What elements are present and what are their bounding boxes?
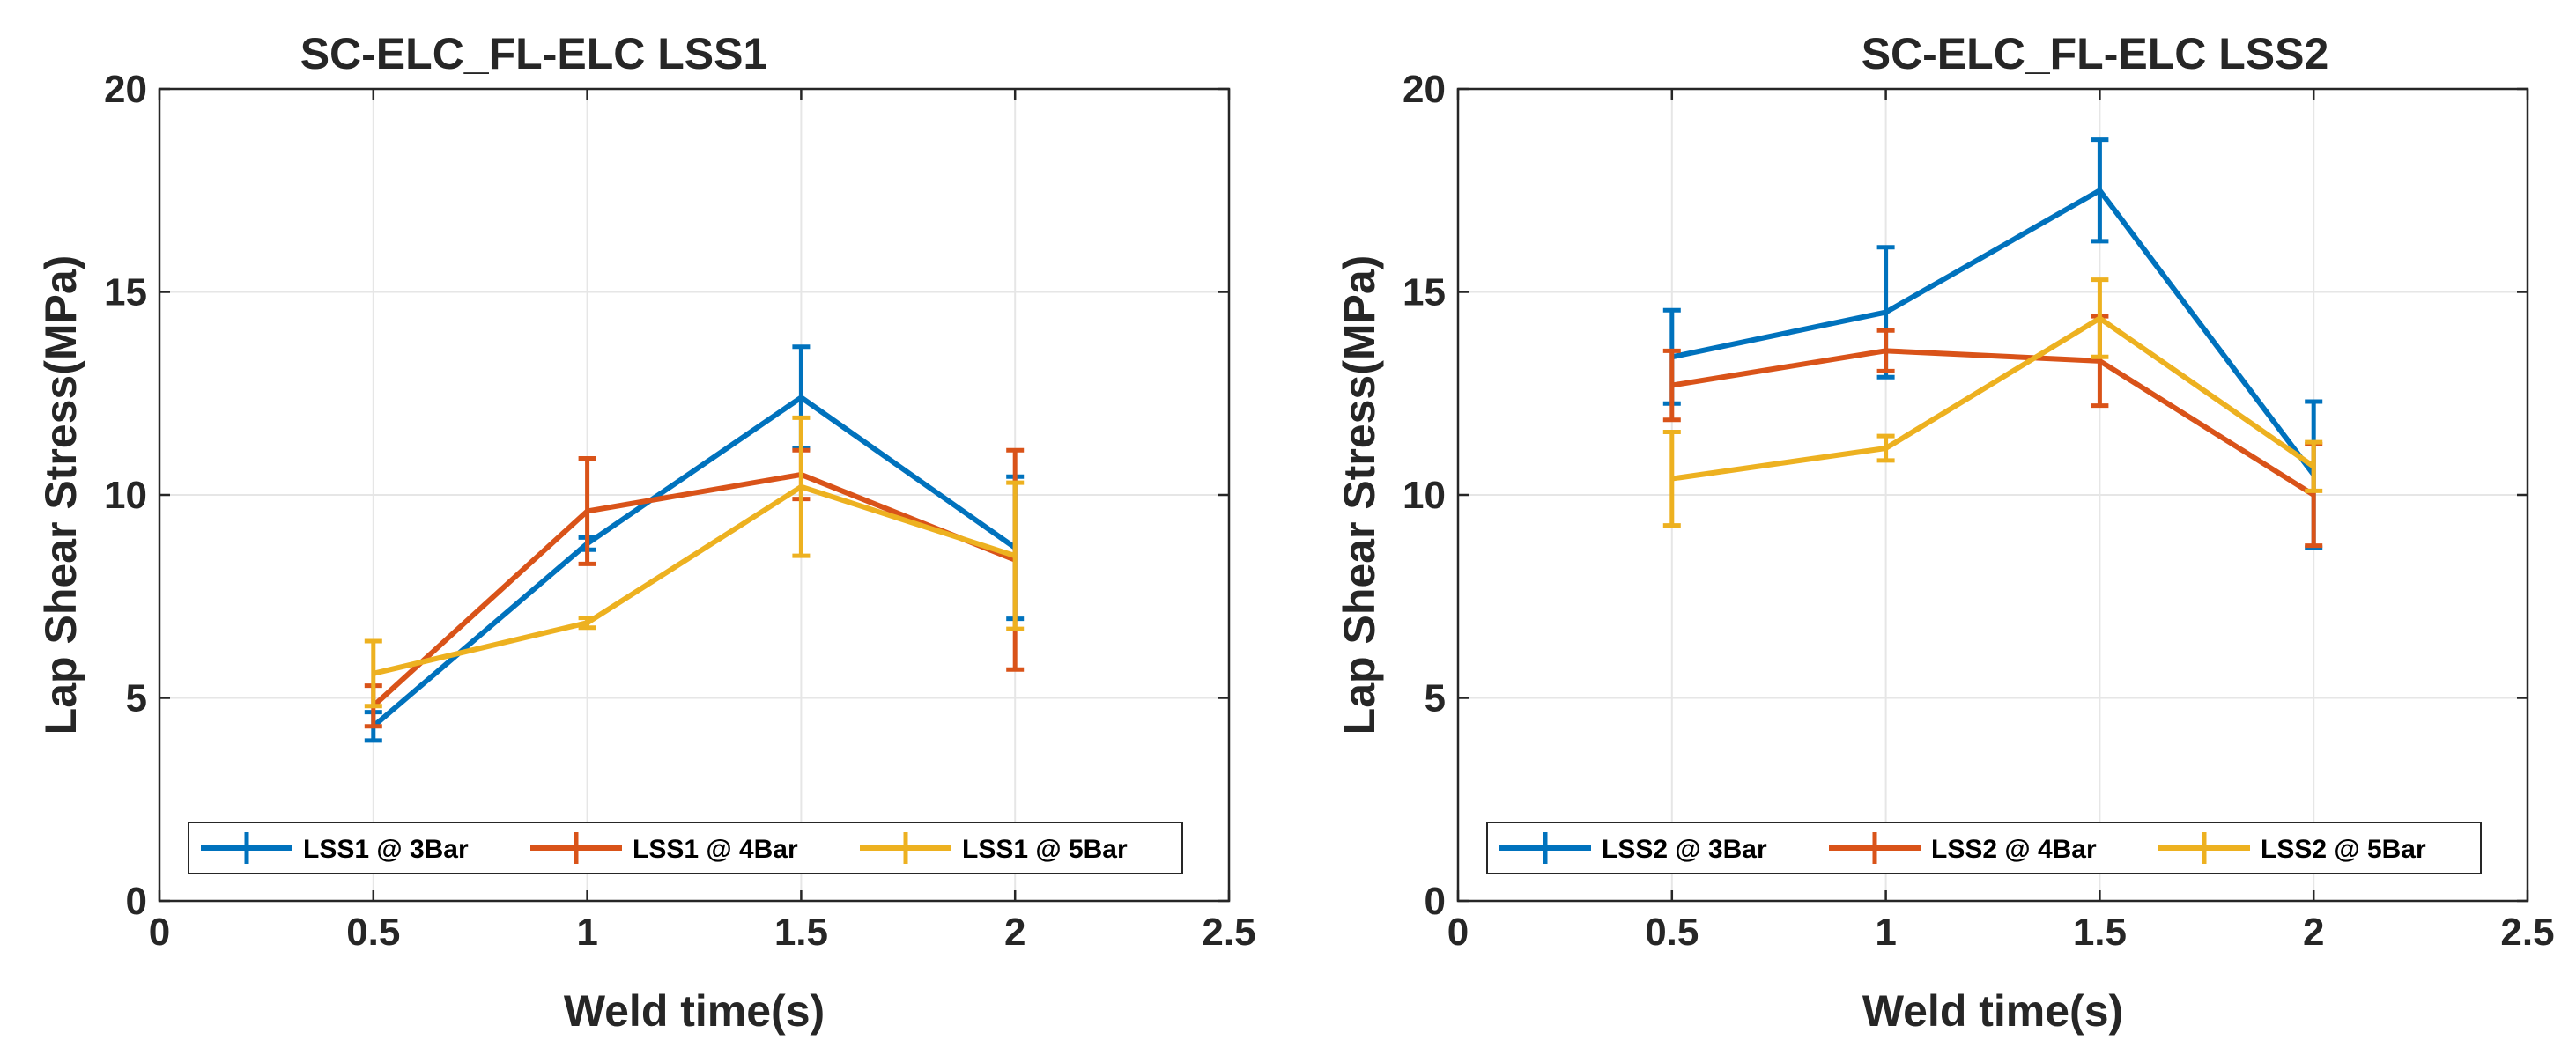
legend-label-4bar: LSS1 @ 4Bar: [633, 835, 798, 864]
grid-group: [1458, 89, 2528, 901]
x-tick-label: 2.5: [2500, 911, 2554, 954]
series-line: [1671, 348, 2315, 498]
x-tick-label: 0.5: [346, 911, 400, 954]
series-3bar: [1662, 137, 2323, 550]
series-line: [371, 471, 1017, 708]
legend-entry-3bar: LSS1 @ 3Bar: [201, 832, 469, 864]
y-tick-labels: 0 5 10 15 20: [104, 68, 147, 923]
x-tick-label: 0: [149, 911, 170, 954]
x-axis-label: Weld time(s): [564, 986, 825, 1036]
y-tick-label: 20: [1403, 68, 1446, 111]
series-4bar: [364, 447, 1025, 729]
legend-entry-4bar: LSS2 @ 4Bar: [1829, 832, 2097, 864]
y-tick-label: 0: [1425, 880, 1446, 923]
chart-title: SC-ELC_FL-ELC LSS1: [300, 29, 768, 78]
x-tick-label: 1: [1875, 911, 1896, 954]
y-tick-label: 10: [1403, 474, 1446, 517]
chart-title: SC-ELC_FL-ELC LSS2: [1862, 29, 2329, 78]
y-tick-label: 10: [104, 474, 147, 517]
y-tick-labels: 0 5 10 15 20: [1403, 68, 1446, 923]
x-tick-labels: 0 0.5 1 1.5 2 2.5: [1447, 911, 2555, 954]
legend-label-3bar: LSS1 @ 3Bar: [303, 835, 469, 864]
legend-box: [188, 822, 1183, 874]
y-tick-label: 0: [126, 880, 147, 923]
series-3bar: [364, 344, 1025, 743]
ticks-group: [158, 87, 1231, 903]
chart-panel-lss1: SC-ELC_FL-ELC LSS1 0 0.5 1 1.5 2 2.5 0 5…: [36, 29, 1256, 1036]
x-axis-label: Weld time(s): [1862, 986, 2123, 1036]
series-line: [371, 395, 1017, 729]
y-tick-label: 15: [104, 271, 147, 314]
legend-entry-5bar: LSS2 @ 5Bar: [2158, 832, 2426, 864]
x-tick-label: 2: [1004, 911, 1025, 954]
legend-label-5bar: LSS2 @ 5Bar: [2261, 835, 2426, 864]
legend-entry-4bar: LSS1 @ 4Bar: [530, 832, 798, 864]
legend-label-3bar: LSS2 @ 3Bar: [1602, 835, 1767, 864]
legend: LSS2 @ 3Bar LSS2 @ 4Bar LSS2 @ 5Bar: [1486, 822, 2482, 874]
legend-label-4bar: LSS2 @ 4Bar: [1931, 835, 2097, 864]
x-tick-label: 0.5: [1645, 911, 1699, 954]
series-group: [1662, 137, 2323, 550]
x-tick-label: 1.5: [774, 911, 828, 954]
series-5bar: [1662, 277, 2323, 528]
x-tick-label: 1.5: [2073, 911, 2127, 954]
series-line: [1671, 315, 2315, 482]
y-tick-label: 15: [1403, 271, 1446, 314]
legend-box: [1486, 822, 2482, 874]
legend-label-5bar: LSS1 @ 5Bar: [962, 835, 1128, 864]
series-5bar: [364, 415, 1025, 709]
legend: LSS1 @ 3Bar LSS1 @ 4Bar LSS1 @ 5Bar: [188, 822, 1183, 874]
series-line: [373, 483, 1017, 676]
legend-entry-5bar: LSS1 @ 5Bar: [860, 832, 1128, 864]
y-tick-label: 20: [104, 68, 147, 111]
chart-panel-lss2: SC-ELC_FL-ELC LSS2 0 0.5 1 1.5 2 2.5 0 5…: [1335, 29, 2555, 1036]
x-tick-labels: 0 0.5 1 1.5 2 2.5: [149, 911, 1256, 954]
ticks-group: [1456, 87, 2529, 903]
x-tick-label: 0: [1447, 911, 1469, 954]
series-line: [1671, 188, 2316, 476]
legend-entry-3bar: LSS2 @ 3Bar: [1499, 832, 1767, 864]
x-tick-label: 1: [576, 911, 597, 954]
x-tick-label: 2: [2303, 911, 2324, 954]
y-axis-label: Lap Shear Stress(MPa): [1335, 255, 1384, 735]
series-group: [364, 344, 1025, 743]
y-axis-label: Lap Shear Stress(MPa): [36, 255, 85, 735]
y-tick-label: 5: [126, 677, 147, 720]
y-tick-label: 5: [1425, 677, 1446, 720]
x-tick-label: 2.5: [1202, 911, 1255, 954]
